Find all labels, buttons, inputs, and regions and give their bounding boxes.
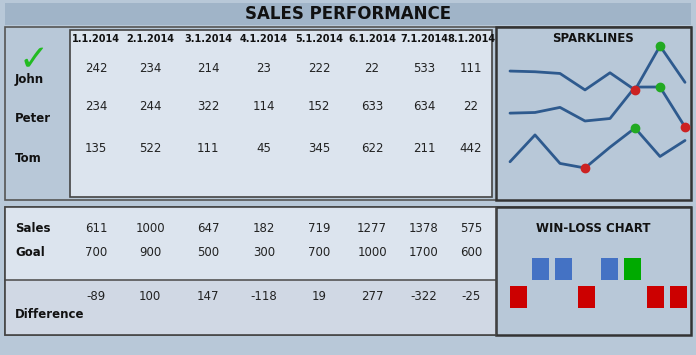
Text: 45: 45 [257,142,271,154]
Text: 7.1.2014: 7.1.2014 [400,34,448,44]
Text: 111: 111 [197,142,219,154]
Bar [5,280,496,335]
Text: 442: 442 [460,142,482,154]
Text: Tom: Tom [15,153,42,165]
Text: 3.1.2014: 3.1.2014 [184,34,232,44]
Text: ✓: ✓ [19,43,49,77]
Text: 345: 345 [308,142,330,154]
Bar [496,207,691,335]
Text: 234: 234 [85,100,107,114]
Text: Sales: Sales [15,222,51,235]
Text: 647: 647 [197,222,219,235]
Bar [5,27,691,200]
Text: WIN-LOSS CHART: WIN-LOSS CHART [536,222,650,235]
Text: Peter: Peter [15,111,51,125]
Text: 182: 182 [253,222,275,235]
Text: -322: -322 [411,290,437,304]
Text: SPARKLINES: SPARKLINES [552,33,634,45]
Text: 147: 147 [197,290,219,304]
Text: 111: 111 [460,61,482,75]
Bar [624,258,641,280]
Text: John: John [15,72,44,86]
Text: Goal: Goal [15,246,45,258]
Text: 575: 575 [460,222,482,235]
Bar [496,27,691,200]
Text: 322: 322 [197,100,219,114]
Bar [5,207,691,335]
Text: 100: 100 [139,290,161,304]
Text: 6.1.2014: 6.1.2014 [348,34,396,44]
Text: 23: 23 [257,61,271,75]
Text: 22: 22 [365,61,379,75]
Text: 633: 633 [361,100,383,114]
Text: 1700: 1700 [409,246,439,258]
Text: 8.1.2014: 8.1.2014 [447,34,495,44]
Bar [647,286,664,308]
Text: 600: 600 [460,246,482,258]
Text: 700: 700 [85,246,107,258]
Bar [70,30,492,197]
Text: 135: 135 [85,142,107,154]
Text: -118: -118 [251,290,278,304]
Text: -89: -89 [86,290,106,304]
Text: 700: 700 [308,246,330,258]
Text: 2.1.2014: 2.1.2014 [126,34,174,44]
Text: 1277: 1277 [357,222,387,235]
Text: 5.1.2014: 5.1.2014 [295,34,343,44]
Text: 19: 19 [312,290,326,304]
Text: 214: 214 [197,61,219,75]
Bar [509,286,526,308]
Text: 533: 533 [413,61,435,75]
Text: 611: 611 [85,222,107,235]
Bar [670,286,686,308]
Bar [5,207,496,280]
Text: 277: 277 [361,290,383,304]
Text: 152: 152 [308,100,330,114]
Bar [555,258,572,280]
Bar [601,258,618,280]
Text: 1.1.2014: 1.1.2014 [72,34,120,44]
Text: 222: 222 [308,61,330,75]
Text: 622: 622 [361,142,383,154]
Bar [578,286,595,308]
Text: 242: 242 [85,61,107,75]
Text: -25: -25 [461,290,481,304]
Text: 634: 634 [413,100,435,114]
Text: 211: 211 [413,142,435,154]
Text: 500: 500 [197,246,219,258]
Text: 719: 719 [308,222,330,235]
Text: 1378: 1378 [409,222,439,235]
Text: 234: 234 [139,61,161,75]
Text: 114: 114 [253,100,275,114]
Text: Difference: Difference [15,308,84,322]
Text: 522: 522 [139,142,161,154]
Text: 22: 22 [464,100,479,114]
Text: 300: 300 [253,246,275,258]
Text: SALES PERFORMANCE: SALES PERFORMANCE [245,5,451,23]
Bar [5,3,691,25]
Text: 4.1.2014: 4.1.2014 [240,34,288,44]
Text: 1000: 1000 [357,246,387,258]
Text: 1000: 1000 [135,222,165,235]
Bar [532,258,549,280]
Bar [5,207,496,335]
Text: 244: 244 [139,100,161,114]
Text: 900: 900 [139,246,161,258]
